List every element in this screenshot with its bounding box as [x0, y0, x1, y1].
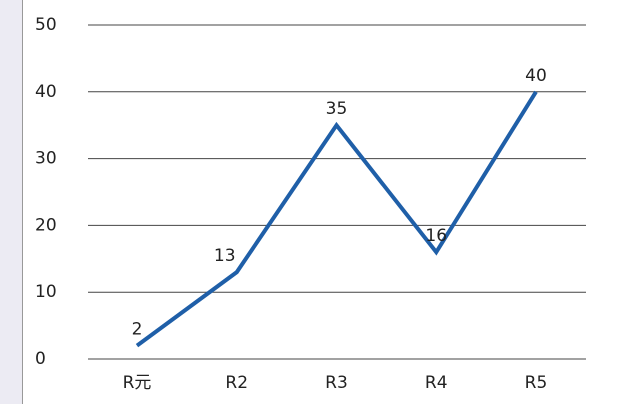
y-tick-label: 50: [35, 15, 57, 35]
y-tick-label: 40: [35, 82, 57, 102]
y-tick-label: 30: [35, 149, 57, 169]
x-tick-label: R5: [525, 373, 548, 393]
y-tick-label: 0: [35, 349, 46, 369]
y-tick-label: 20: [35, 215, 57, 235]
data-label: 35: [326, 99, 348, 119]
side-panel: [0, 0, 22, 404]
data-label: 16: [425, 226, 447, 246]
data-label: 2: [132, 320, 143, 340]
data-line: [135, 90, 538, 348]
x-tick-label: R4: [425, 373, 448, 393]
y-tick-label: 10: [35, 282, 57, 302]
data-label: 40: [525, 66, 547, 86]
x-tick-label: R3: [325, 373, 348, 393]
x-tick-label: R元: [123, 373, 152, 393]
data-label: 13: [214, 246, 236, 266]
x-tick-label: R2: [225, 373, 248, 393]
